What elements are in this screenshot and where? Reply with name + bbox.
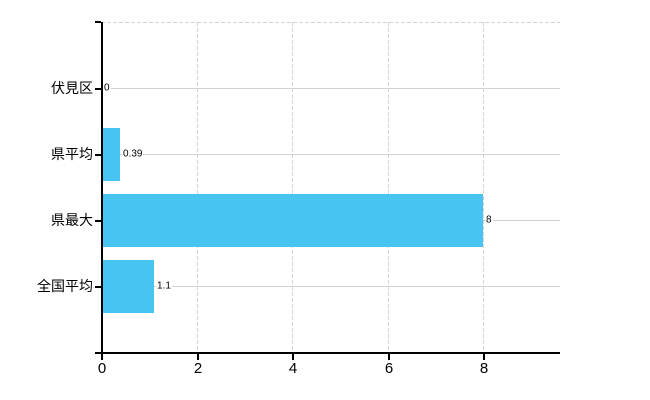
- y-axis-line: [101, 22, 103, 354]
- vertical-gridline: [388, 22, 389, 352]
- bar-2: [101, 194, 483, 247]
- plot-top-gridline: [101, 22, 560, 23]
- y-axis-tick: [95, 220, 101, 222]
- x-axis-line: [95, 352, 560, 354]
- x-axis-tick: [388, 354, 390, 360]
- x-axis-tick-label: 8: [479, 360, 489, 377]
- x-axis-tick-label: 2: [193, 360, 203, 377]
- category-gridline: [101, 154, 560, 155]
- category-gridline: [101, 286, 560, 287]
- value-label: 0.39: [122, 148, 144, 160]
- y-axis-top-tick: [95, 21, 101, 23]
- vertical-gridline: [292, 22, 293, 352]
- x-axis-tick: [197, 354, 199, 360]
- bar-3: [101, 260, 154, 313]
- x-axis-tick-label: 0: [97, 360, 107, 377]
- category-label: 県平均: [51, 146, 93, 162]
- x-axis-tick: [101, 354, 103, 360]
- x-axis-tick: [292, 354, 294, 360]
- value-label: 1.1: [156, 280, 172, 292]
- category-gridline: [101, 88, 560, 89]
- value-label: 0: [103, 82, 111, 94]
- x-axis-tick-label: 4: [288, 360, 298, 377]
- value-label: 8: [485, 214, 493, 226]
- y-axis-tick: [95, 286, 101, 288]
- vertical-gridline: [197, 22, 198, 352]
- vertical-gridline: [483, 22, 484, 352]
- category-label: 伏見区: [51, 80, 93, 96]
- bar-1: [101, 128, 120, 181]
- category-label: 全国平均: [37, 278, 93, 294]
- y-axis-tick: [95, 154, 101, 156]
- y-axis-tick: [95, 88, 101, 90]
- category-label: 県最大: [51, 212, 93, 228]
- x-axis-tick: [483, 354, 485, 360]
- x-axis-tick-label: 6: [384, 360, 394, 377]
